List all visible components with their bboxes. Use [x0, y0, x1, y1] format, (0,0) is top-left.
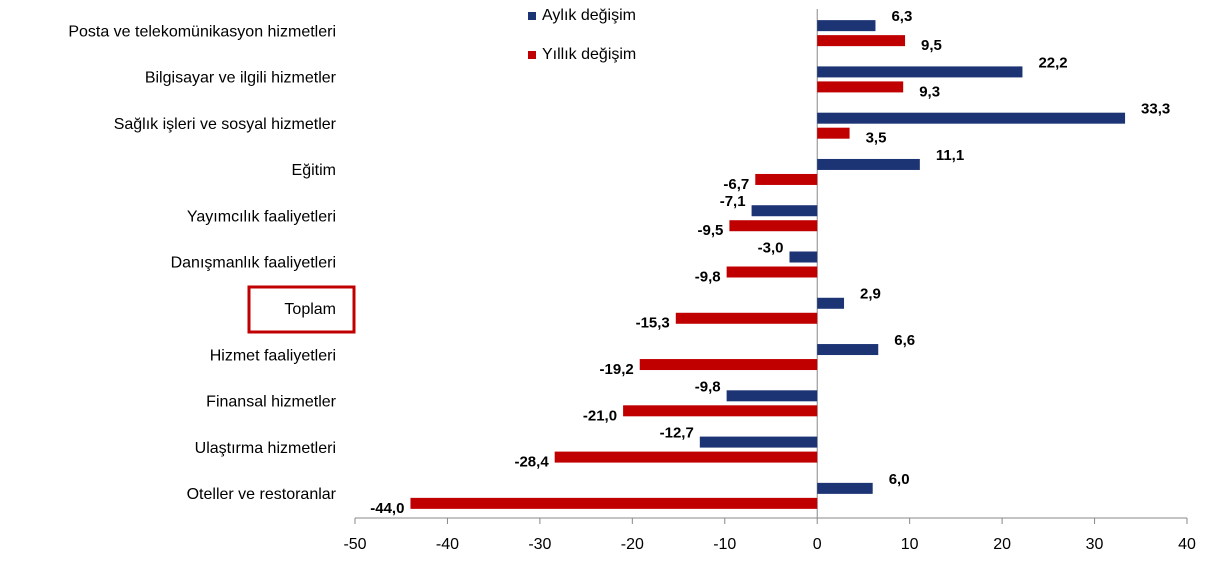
bar — [817, 158, 920, 170]
bar — [817, 20, 876, 32]
x-tick-label: -40 — [436, 536, 459, 553]
value-label: -3,0 — [758, 239, 784, 256]
bar — [729, 220, 818, 232]
bar — [817, 344, 879, 356]
category-label: Sağlık işleri ve sosyal hizmetler — [114, 116, 337, 133]
value-label: -15,3 — [636, 315, 670, 332]
value-label: 11,1 — [936, 147, 964, 164]
x-tick-label: 0 — [813, 536, 822, 553]
category-label: Finansal hizmetler — [206, 394, 337, 411]
bar — [675, 312, 818, 324]
category-label: Eğitim — [292, 162, 336, 179]
value-label: -19,2 — [600, 361, 634, 378]
x-tick-label: 30 — [1086, 536, 1104, 553]
value-label: -21,0 — [583, 407, 617, 424]
x-tick-label: 40 — [1178, 536, 1196, 553]
bar — [817, 297, 845, 309]
category-label: Hizmet faaliyetleri — [210, 347, 336, 364]
bar — [623, 405, 818, 417]
x-tick-label: -30 — [528, 536, 551, 553]
bar — [410, 497, 818, 509]
value-label: 6,6 — [894, 332, 915, 349]
bar — [699, 436, 818, 448]
value-label: -6,7 — [723, 176, 749, 193]
bar — [751, 205, 818, 217]
value-label: 22,2 — [1038, 54, 1067, 71]
value-label: -7,1 — [720, 193, 746, 210]
value-label: 9,3 — [919, 83, 940, 100]
x-tick-label: 20 — [993, 536, 1011, 553]
bar — [554, 451, 818, 463]
value-label: 6,0 — [889, 471, 910, 488]
value-label: -12,7 — [660, 425, 694, 442]
x-tick-label: -10 — [713, 536, 736, 553]
category-label: Bilgisayar ve ilgili hizmetler — [145, 70, 337, 87]
bar — [639, 359, 818, 371]
category-label: Danışmanlık faaliyetleri — [171, 255, 336, 272]
bar — [817, 127, 850, 139]
highlight-box — [247, 285, 356, 334]
x-tick-label: -50 — [343, 536, 366, 553]
bar — [817, 482, 873, 494]
category-label: Yayımcılık faaliyetleri — [187, 208, 336, 225]
value-label: 9,5 — [921, 37, 942, 54]
x-tick-label: 10 — [901, 536, 919, 553]
value-label: 33,3 — [1141, 101, 1170, 118]
value-label: 2,9 — [860, 286, 881, 303]
value-label: -9,8 — [695, 268, 721, 285]
legend-label: Aylık değişim — [542, 7, 636, 24]
legend-swatch — [528, 51, 536, 59]
bar — [726, 266, 818, 278]
value-label: -9,8 — [695, 378, 721, 395]
x-tick-label: -20 — [621, 536, 644, 553]
bar — [817, 112, 1126, 124]
category-label: Posta ve telekomünikasyon hizmetleri — [68, 23, 336, 40]
bar — [755, 173, 818, 185]
value-label: -9,5 — [698, 222, 724, 239]
category-label: Ulaştırma hizmetleri — [195, 440, 336, 457]
category-label: Oteller ve restoranlar — [187, 486, 337, 503]
bar — [817, 35, 906, 47]
category-label: Toplam — [284, 301, 336, 318]
bar — [789, 251, 818, 263]
bar — [817, 81, 904, 93]
legend-label: Yıllık değişim — [542, 46, 636, 63]
value-label: 3,5 — [866, 130, 887, 147]
legend-swatch — [528, 12, 536, 20]
value-label: 6,3 — [891, 8, 912, 25]
bar — [726, 390, 818, 402]
value-label: -28,4 — [514, 454, 549, 471]
bar — [817, 66, 1023, 78]
value-label: -44,0 — [370, 500, 404, 517]
